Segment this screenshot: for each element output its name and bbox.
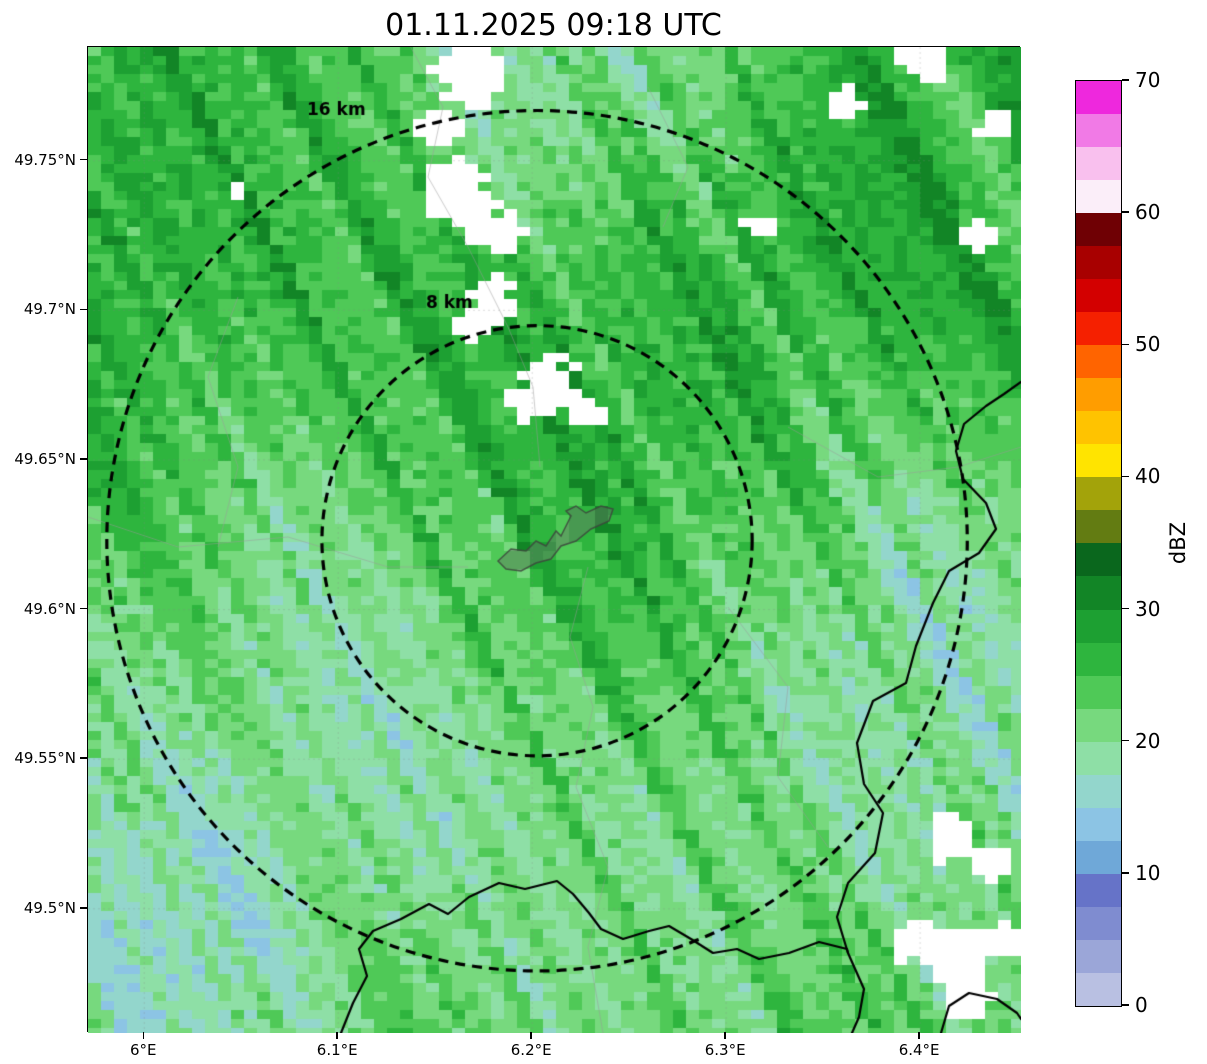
colorbar-band [1076,807,1121,841]
colorbar-tick-mark [1122,607,1129,610]
colorbar-band [1076,873,1121,907]
colorbar-tick-label: 40 [1135,464,1161,489]
colorbar-tick-label: 30 [1135,596,1161,621]
y-tick-label: 49.5°N [23,898,76,917]
colorbar-band [1076,81,1121,115]
colorbar-band [1076,180,1121,214]
y-tick-label: 49.55°N [14,749,76,768]
colorbar-band [1076,675,1121,709]
colorbar-tick-label: 0 [1135,993,1148,1017]
colorbar-band [1076,510,1121,544]
y-tick-mark [80,607,87,610]
y-tick-label: 49.65°N [14,449,76,468]
x-tick-mark [142,1032,144,1039]
colorbar-band [1076,246,1121,280]
colorbar-tick-mark [1122,475,1129,478]
colorbar-band [1076,543,1121,577]
colorbar-band [1076,939,1121,973]
colorbar-band [1076,345,1121,379]
y-tick-mark [80,158,87,161]
colorbar-tick-label: 60 [1135,200,1161,225]
figure-title: 01.11.2025 09:18 UTC [385,8,722,43]
colorbar-band [1076,147,1121,181]
y-tick-label: 49.6°N [23,599,76,618]
colorbar-band [1076,741,1121,775]
colorbar-band [1076,477,1121,511]
colorbar-tick-mark [1122,1004,1129,1006]
colorbar-band [1076,840,1121,874]
y-axis: 49.75°N 49.7°N 49.65°N 49.6°N 49.55°N 49.5°N [0,46,87,1032]
colorbar-band [1076,774,1121,808]
colorbar-band [1076,906,1121,940]
colorbar-tick-mark [1122,79,1129,81]
colorbar-band [1076,312,1121,346]
x-tick-mark [724,1032,726,1039]
colorbar-tick-mark [1122,739,1129,742]
colorbar-tick-label: 70 [1135,68,1161,92]
y-tick-mark [80,458,87,460]
x-tick-label: 6.1°E [316,1041,358,1059]
colorbar-tick-label: 20 [1135,728,1161,753]
colorbar-band [1076,213,1121,247]
x-tick-label: 6.2°E [510,1041,552,1059]
y-tick-label: 49.75°N [14,150,76,169]
colorbar-band [1076,708,1121,742]
x-axis: 6°E 6.1°E 6.2°E 6.3°E 6.4°E [87,1032,1020,1062]
x-tick-label: 6.3°E [704,1041,746,1059]
y-tick-mark [80,308,87,311]
y-tick-label: 49.7°N [23,300,76,319]
colorbar-band [1076,378,1121,412]
colorbar-label: dBZ [1166,521,1190,565]
map-plot [87,46,1021,1033]
colorbar-band [1076,444,1121,478]
colorbar-band [1076,609,1121,643]
x-tick-label: 6°E [129,1041,157,1059]
colorbar-band [1076,642,1121,676]
colorbar-tick-label: 50 [1135,332,1161,357]
colorbar-tick-mark [1122,872,1129,874]
colorbar-band [1076,576,1121,610]
colorbar-band [1076,972,1121,1006]
colorbar-tick-label: 10 [1135,860,1161,885]
radar-reflectivity-canvas [88,47,1021,1033]
colorbar-band [1076,279,1121,313]
colorbar-band [1076,114,1121,148]
colorbar-band [1076,411,1121,445]
colorbar [1075,80,1122,1007]
x-tick-mark [336,1032,338,1039]
colorbar-ticks: 0 10 20 30 40 50 60 70 [1121,68,1201,1017]
x-tick-label: 6.4°E [898,1041,940,1059]
colorbar-tick-mark [1122,343,1129,346]
y-tick-mark [80,757,87,759]
colorbar-tick-mark [1122,211,1129,213]
x-tick-mark [918,1032,920,1039]
y-tick-mark [80,907,87,909]
x-tick-mark [530,1032,532,1039]
